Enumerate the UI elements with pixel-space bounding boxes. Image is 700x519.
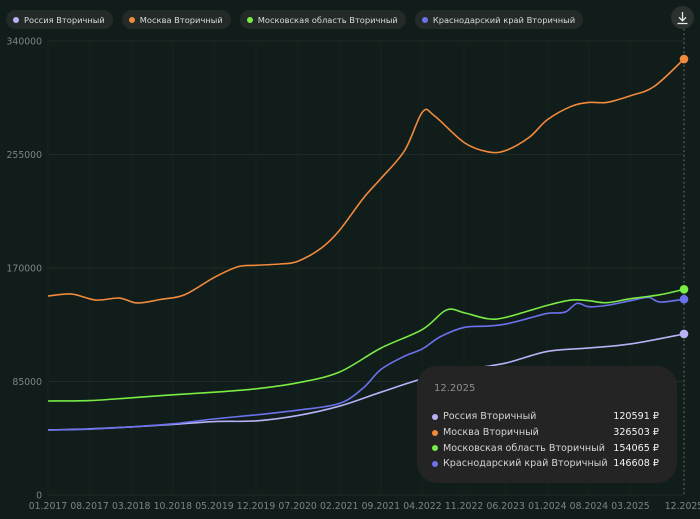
tooltip-label-moscow: Москва Вторичный xyxy=(443,427,539,439)
x-tick-label: 05.2019 xyxy=(195,501,234,512)
x-tick-label: 12.2019 xyxy=(237,501,276,512)
legend-chip-moscow-oblast[interactable]: Московская область Вторичный xyxy=(239,10,406,29)
legend: Россия Вторичный Москва Вторичный Москов… xyxy=(6,10,584,29)
x-tick-label: 08.2024 xyxy=(570,501,609,512)
legend-label-moscow: Москва Вторичный xyxy=(139,14,223,25)
x-tick-label: 07.2020 xyxy=(278,501,317,512)
series-line-moscow-oblast xyxy=(47,288,685,402)
series-line-moscow xyxy=(47,58,685,304)
x-tick-label: 03.2018 xyxy=(112,501,151,512)
tooltip-value-krasnodar: 146608 ₽ xyxy=(613,458,659,470)
x-axis: 01.2017 08.2017 03.2018 10.2018 05.2019 12.20… xyxy=(29,501,700,512)
tooltip-row-krasnodar: Краснодарский край Вторичный 146608 ₽ xyxy=(432,456,672,472)
y-tick-label: 170000 xyxy=(7,264,43,275)
series-lines xyxy=(47,58,685,431)
tooltip-row-moscow-oblast: Московская область Вторичный 154065 ₽ xyxy=(432,440,672,456)
legend-chip-moscow[interactable]: Москва Вторичный xyxy=(121,10,231,29)
legend-label-moscow-oblast: Московская область Вторичный xyxy=(257,14,398,25)
y-axis: 0 85000 170000 255000 340000 xyxy=(7,37,43,502)
legend-dot-moscow-oblast xyxy=(246,16,253,23)
end-marker-krasnodar xyxy=(679,294,689,304)
legend-label-russia: Россия Вторичный xyxy=(24,14,105,25)
end-marker-moscow-oblast xyxy=(679,284,689,294)
y-tick-label: 0 xyxy=(36,491,42,502)
x-tick-label: 01.2017 xyxy=(29,501,68,512)
x-tick-label: 06.2023 xyxy=(486,501,525,512)
x-tick-label: 11.2022 xyxy=(445,501,483,512)
x-tick-label: 12.2025 xyxy=(665,501,700,512)
y-tick-label: 85000 xyxy=(12,377,42,388)
legend-chip-russia[interactable]: Россия Вторичный xyxy=(6,10,113,29)
tooltip-date: 12.2025 xyxy=(434,383,476,394)
end-marker-moscow xyxy=(679,54,689,64)
series-end-markers xyxy=(679,54,689,339)
tooltip: 12.2025 Россия Вторичный 120591 ₽ Москва… xyxy=(417,366,677,483)
x-tick-label: 09.2021 xyxy=(362,501,401,512)
tooltip-dot-moscow xyxy=(432,429,438,436)
tooltip-label-krasnodar: Краснодарский край Вторичный xyxy=(443,458,608,470)
x-tick-label: 01.2024 xyxy=(528,501,567,512)
download-icon xyxy=(677,11,688,24)
series-line-krasnodar xyxy=(47,296,685,431)
x-tick-label: 03.2025 xyxy=(611,501,650,512)
tooltip-row-russia: Россия Вторичный 120591 ₽ xyxy=(432,409,672,425)
tooltip-value-moscow-oblast: 154065 ₽ xyxy=(613,442,659,454)
y-tick-label: 255000 xyxy=(7,150,43,161)
legend-dot-moscow xyxy=(128,16,135,23)
end-marker-russia xyxy=(679,329,689,339)
x-tick-label: 08.2017 xyxy=(70,501,109,512)
download-button[interactable] xyxy=(671,6,694,29)
tooltip-row-moscow: Москва Вторичный 326503 ₽ xyxy=(432,425,672,441)
legend-dot-russia xyxy=(13,16,19,23)
x-tick-label: 04.2022 xyxy=(403,501,441,512)
tooltip-dot-russia xyxy=(432,413,438,420)
x-tick-label: 10.2018 xyxy=(154,501,193,512)
tooltip-value-moscow: 326503 ₽ xyxy=(613,427,659,439)
tooltip-dot-krasnodar xyxy=(432,460,438,467)
tooltip-label-moscow-oblast: Московская область Вторичный xyxy=(443,442,605,454)
tooltip-label-russia: Россия Вторичный xyxy=(443,411,537,423)
y-tick-label: 340000 xyxy=(7,37,43,48)
legend-chip-krasnodar[interactable]: Краснодарский край Вторичный xyxy=(414,10,584,29)
tooltip-dot-moscow-oblast xyxy=(432,445,438,452)
legend-label-krasnodar: Краснодарский край Вторичный xyxy=(432,14,576,25)
legend-dot-krasnodar xyxy=(421,16,428,23)
tooltip-value-russia: 120591 ₽ xyxy=(613,411,659,423)
x-tick-label: 02.2021 xyxy=(320,501,359,512)
